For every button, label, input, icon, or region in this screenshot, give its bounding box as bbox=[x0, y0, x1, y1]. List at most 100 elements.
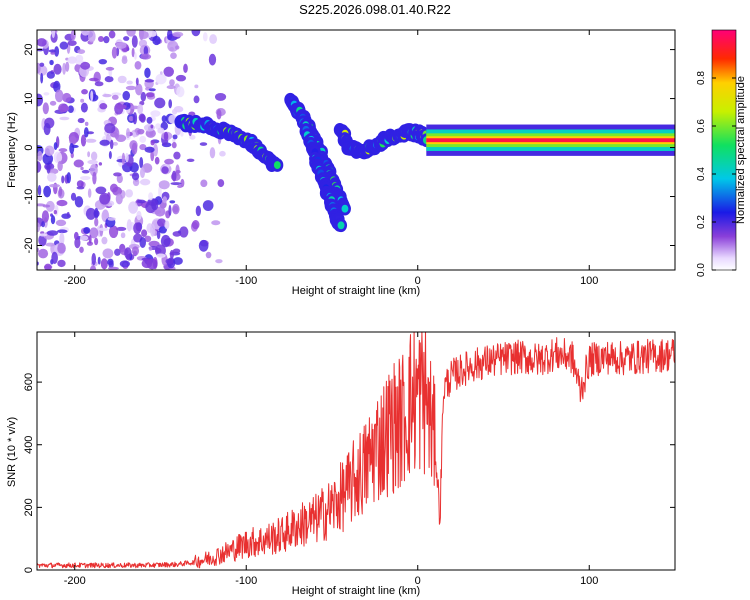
noise-blob bbox=[131, 47, 135, 58]
noise-blob bbox=[104, 123, 116, 134]
noise-blob bbox=[171, 170, 177, 182]
noise-blob bbox=[58, 103, 68, 113]
colorbar: 0.0 0.2 0.4 0.6 0.8 Normalized spectral ampl… bbox=[696, 29, 747, 277]
noise-blob bbox=[194, 84, 199, 89]
colorbar-tick-label: 0.6 bbox=[696, 119, 707, 133]
noise-blob bbox=[150, 124, 154, 129]
noise-blob bbox=[177, 184, 183, 189]
noise-blob bbox=[90, 90, 94, 102]
noise-blob bbox=[80, 61, 91, 70]
noise-blob bbox=[87, 151, 91, 158]
noise-blob bbox=[175, 74, 187, 82]
noise-blob bbox=[116, 174, 123, 184]
noise-blob bbox=[156, 229, 161, 240]
noise-blob bbox=[81, 89, 88, 95]
noise-blob bbox=[125, 152, 129, 163]
noise-blob bbox=[108, 151, 112, 160]
noise-blob bbox=[173, 257, 183, 265]
noise-blob bbox=[87, 188, 92, 198]
noise-blob bbox=[156, 253, 166, 258]
noise-blob bbox=[111, 46, 118, 59]
noise-blob bbox=[169, 79, 175, 86]
noise-blob bbox=[80, 98, 85, 103]
chart-title: S225.2026.098.01.40.R22 bbox=[299, 2, 451, 17]
noise-blob bbox=[51, 251, 58, 264]
noise-blob bbox=[74, 196, 84, 208]
noise-blob bbox=[99, 103, 108, 110]
colorbar-tick-label: 0.2 bbox=[696, 215, 707, 229]
noise-blob bbox=[74, 231, 79, 241]
noise-blob bbox=[168, 204, 172, 216]
noise-blob bbox=[131, 172, 140, 181]
spectrogram-ytick-label: 0 bbox=[23, 144, 35, 150]
snr-plot: -200 -100 0 100 0 200 400 600 Height of straigh… bbox=[6, 331, 676, 597]
noise-blob bbox=[158, 226, 167, 234]
noise-blob bbox=[40, 72, 44, 84]
noise-blob bbox=[180, 178, 185, 188]
noise-blob bbox=[155, 73, 167, 85]
noise-blob bbox=[92, 171, 97, 185]
noise-blob bbox=[205, 251, 212, 259]
noise-blob bbox=[74, 237, 81, 249]
noise-blob bbox=[171, 108, 178, 115]
noise-blob bbox=[90, 151, 98, 161]
noise-blob bbox=[115, 104, 127, 110]
noise-blob bbox=[80, 30, 91, 36]
noise-blob bbox=[126, 80, 133, 85]
noise-blob bbox=[75, 54, 84, 63]
noise-blob bbox=[45, 242, 56, 247]
noise-blob bbox=[209, 147, 216, 159]
noise-blob bbox=[66, 172, 71, 184]
noise-blob bbox=[122, 90, 131, 101]
noise-blob bbox=[37, 161, 42, 173]
noise-blob bbox=[202, 32, 208, 42]
spectrogram-ytick-label: 10 bbox=[23, 92, 35, 104]
snr-ytick-label: 400 bbox=[23, 436, 35, 454]
noise-blob bbox=[137, 128, 145, 135]
noise-blob bbox=[131, 142, 138, 155]
noise-blob bbox=[57, 242, 66, 254]
noise-blob bbox=[45, 165, 51, 169]
noise-blob bbox=[198, 239, 209, 252]
noise-blob bbox=[98, 36, 104, 42]
noise-blob bbox=[139, 30, 149, 40]
noise-blob bbox=[80, 175, 91, 181]
noise-blob bbox=[135, 77, 139, 86]
noise-blob bbox=[37, 38, 47, 47]
noise-blob bbox=[58, 148, 68, 153]
noise-blob bbox=[132, 112, 138, 125]
noise-blob bbox=[77, 49, 86, 54]
noise-blob bbox=[139, 143, 147, 151]
noise-blob bbox=[67, 40, 77, 46]
noise-blob bbox=[216, 109, 222, 120]
noise-blob bbox=[167, 40, 179, 52]
noise-blob bbox=[99, 139, 111, 146]
noise-blob bbox=[139, 178, 151, 186]
spectrogram-ytick-label: -10 bbox=[23, 189, 35, 205]
noise-blob bbox=[135, 83, 143, 96]
noise-blob bbox=[94, 81, 104, 87]
noise-blob bbox=[46, 71, 55, 79]
noise-blob bbox=[150, 224, 156, 237]
noise-blob bbox=[139, 135, 147, 143]
noise-blob bbox=[109, 183, 118, 193]
noise-blob bbox=[69, 142, 75, 154]
noise-blob bbox=[48, 49, 56, 53]
noise-blob bbox=[164, 220, 170, 230]
noise-blob bbox=[126, 30, 136, 37]
noise-blob bbox=[81, 169, 90, 174]
noise-blob bbox=[144, 235, 152, 243]
noise-blob bbox=[67, 56, 77, 64]
noise-blob bbox=[103, 36, 110, 44]
spectrogram-xtick-label: -100 bbox=[235, 275, 257, 287]
noise-blob bbox=[133, 222, 142, 235]
noise-blob bbox=[62, 62, 66, 75]
noise-blob bbox=[107, 217, 116, 221]
noise-blob bbox=[139, 167, 146, 179]
noise-blob bbox=[141, 229, 148, 237]
noise-blob bbox=[183, 63, 188, 73]
spectrogram-ytick-label: -20 bbox=[23, 238, 35, 254]
noise-blob bbox=[157, 127, 165, 134]
noise-blob bbox=[208, 53, 217, 66]
noise-blob bbox=[108, 30, 116, 39]
